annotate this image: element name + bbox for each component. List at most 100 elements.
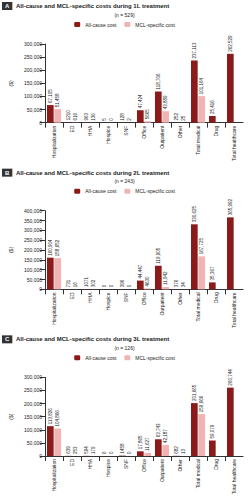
svg-text:Hospice: Hospice xyxy=(105,459,111,477)
svg-text:4630: 4630 xyxy=(145,276,150,287)
svg-text:All-cause cost: All-cause cost xyxy=(85,22,117,28)
svg-text:150,000: 150,000 xyxy=(24,80,42,86)
svg-text:50,000: 50,000 xyxy=(27,107,43,113)
svg-text:MCL-specific cost: MCL-specific cost xyxy=(135,188,175,194)
svg-text:396: 396 xyxy=(120,279,125,287)
svg-text:Outpatient: Outpatient xyxy=(159,125,165,149)
svg-text:167,725: 167,725 xyxy=(199,238,204,255)
svg-text:25: 25 xyxy=(181,115,186,121)
svg-text:250,000: 250,000 xyxy=(24,237,42,243)
svg-text:Total healthcare: Total healthcare xyxy=(231,459,237,495)
svg-text:252: 252 xyxy=(174,113,179,121)
svg-text:Total healthcare: Total healthcare xyxy=(231,292,237,328)
svg-text:594: 594 xyxy=(84,446,89,454)
svg-text:101,164: 101,164 xyxy=(199,77,204,94)
svg-text:34: 34 xyxy=(181,282,186,288)
svg-text:113,826: 113,826 xyxy=(48,408,53,424)
svg-text:Outpatient: Outpatient xyxy=(159,292,165,316)
svg-text:17,865: 17,865 xyxy=(138,435,143,449)
svg-text:Office: Office xyxy=(141,292,147,305)
svg-text:B: B xyxy=(5,170,10,176)
svg-text:($): ($) xyxy=(8,413,14,419)
svg-text:Total healthcare: Total healthcare xyxy=(231,125,237,161)
svg-text:0: 0 xyxy=(109,284,114,287)
svg-text:All-cause and MCL-specific cos: All-cause and MCL-specific costs during … xyxy=(16,3,169,9)
svg-text:Other: Other xyxy=(177,459,183,472)
svg-text:Other: Other xyxy=(177,125,183,138)
svg-text:2: 2 xyxy=(127,118,132,121)
svg-text:158,652: 158,652 xyxy=(55,239,60,256)
svg-text:0: 0 xyxy=(127,451,132,454)
svg-text:ED: ED xyxy=(69,459,75,466)
svg-text:119,905: 119,905 xyxy=(156,247,161,263)
svg-text:44,447: 44,447 xyxy=(138,264,143,278)
svg-text:ED: ED xyxy=(69,125,75,132)
svg-text:0: 0 xyxy=(39,453,42,459)
svg-text:1210: 1210 xyxy=(66,110,71,121)
svg-text:All-cause cost: All-cause cost xyxy=(85,355,117,361)
svg-text:(n = 243): (n = 243) xyxy=(114,178,134,184)
svg-text:($): ($) xyxy=(8,247,14,253)
svg-text:MCL-specific cost: MCL-specific cost xyxy=(135,355,175,361)
svg-text:365,992: 365,992 xyxy=(228,199,233,216)
svg-text:C: C xyxy=(5,336,10,342)
svg-text:376: 376 xyxy=(174,279,179,287)
svg-text:HHA: HHA xyxy=(87,125,93,136)
svg-text:Drug: Drug xyxy=(213,125,219,136)
svg-text:302: 302 xyxy=(91,279,96,287)
svg-text:682: 682 xyxy=(174,446,179,454)
svg-text:128: 128 xyxy=(120,113,125,121)
svg-text:0: 0 xyxy=(109,451,114,454)
svg-text:159,666: 159,666 xyxy=(199,395,204,412)
svg-text:0: 0 xyxy=(39,120,42,126)
svg-text:Office: Office xyxy=(141,459,147,472)
svg-text:43,889: 43,889 xyxy=(163,95,168,109)
svg-text:0: 0 xyxy=(109,118,114,121)
svg-text:Other: Other xyxy=(177,292,183,305)
svg-text:Hospitalization: Hospitalization xyxy=(51,292,57,325)
svg-text:350,000: 350,000 xyxy=(24,218,42,224)
svg-text:237,113: 237,113 xyxy=(192,42,197,58)
svg-text:59,079: 59,079 xyxy=(210,424,215,438)
svg-text:67,105: 67,105 xyxy=(48,89,53,103)
svg-text:25,416: 25,416 xyxy=(210,100,215,114)
svg-text:35,367: 35,367 xyxy=(210,266,215,280)
svg-text:51,458: 51,458 xyxy=(55,93,60,107)
svg-text:150,000: 150,000 xyxy=(24,414,42,420)
svg-text:Total medical: Total medical xyxy=(195,292,201,321)
svg-text:50,000: 50,000 xyxy=(27,277,43,283)
svg-text:330,625: 330,625 xyxy=(192,206,197,223)
svg-text:47,424: 47,424 xyxy=(138,94,143,108)
svg-text:Total medical: Total medical xyxy=(195,126,201,155)
svg-text:Hospice: Hospice xyxy=(105,125,111,143)
svg-text:SNF: SNF xyxy=(123,126,129,136)
svg-text:731: 731 xyxy=(66,279,71,287)
svg-text:100,000: 100,000 xyxy=(24,427,42,433)
svg-text:Outpatient: Outpatient xyxy=(159,458,165,482)
svg-text:Drug: Drug xyxy=(213,459,219,470)
svg-text:Drug: Drug xyxy=(213,292,219,303)
svg-text:16: 16 xyxy=(73,282,78,288)
svg-text:SNF: SNF xyxy=(123,292,129,302)
svg-text:200,000: 200,000 xyxy=(24,247,42,253)
svg-text:616: 616 xyxy=(73,112,78,120)
svg-text:HHA: HHA xyxy=(87,292,93,303)
svg-text:13: 13 xyxy=(181,448,186,454)
svg-text:Hospice: Hospice xyxy=(105,292,111,310)
svg-text:963: 963 xyxy=(84,112,89,120)
svg-text:0: 0 xyxy=(39,286,42,292)
svg-text:100,000: 100,000 xyxy=(24,93,42,99)
svg-text:201,665: 201,665 xyxy=(192,384,197,401)
svg-text:118,706: 118,706 xyxy=(156,73,161,89)
svg-text:200,000: 200,000 xyxy=(24,67,42,73)
svg-text:($): ($) xyxy=(8,80,14,86)
svg-text:SNF: SNF xyxy=(123,459,129,469)
svg-text:All-cause and MCL-specific cos: All-cause and MCL-specific costs during … xyxy=(16,170,169,176)
svg-text:0: 0 xyxy=(127,284,132,287)
svg-text:Total medical: Total medical xyxy=(195,459,201,488)
svg-text:50,000: 50,000 xyxy=(27,440,43,446)
svg-text:HHA: HHA xyxy=(87,458,93,469)
svg-text:260,744: 260,744 xyxy=(228,369,233,386)
svg-text:Office: Office xyxy=(141,125,147,138)
svg-text:Hospitalization: Hospitalization xyxy=(51,125,57,158)
